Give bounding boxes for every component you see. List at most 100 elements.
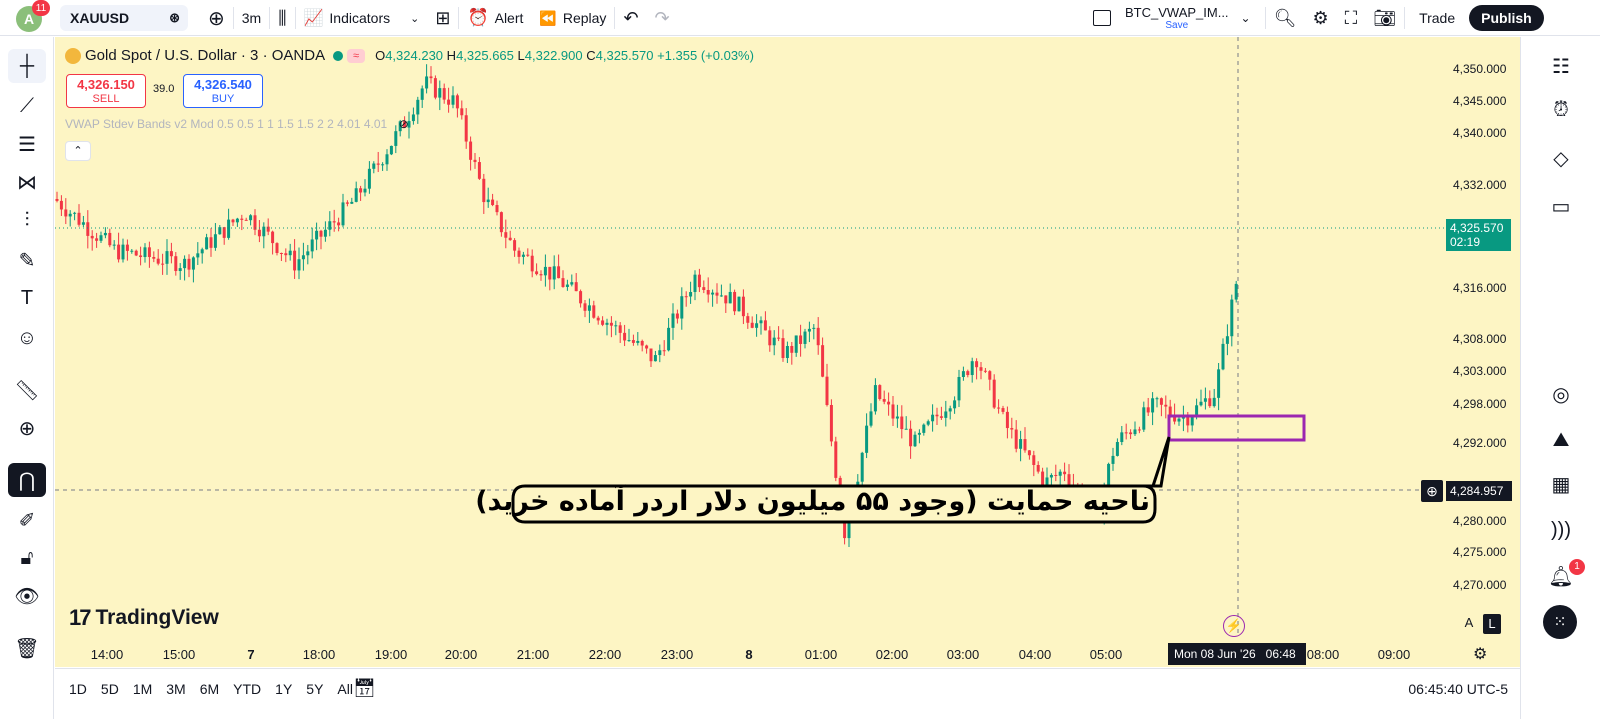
stay-drawing-tool[interactable]: ✐ — [8, 503, 46, 537]
icon-tool[interactable]: ☺ — [8, 321, 46, 355]
pattern-tool[interactable]: ⋈ — [8, 165, 46, 199]
list-icon: ☷ — [1552, 55, 1570, 78]
price-axis-label: 4,303.000 — [1453, 364, 1507, 378]
quick-search-button[interactable]: 🔍︎ — [1266, 0, 1305, 36]
notifications-badge: 1 — [1569, 559, 1585, 575]
trend-line-tool[interactable]: ⟋ — [8, 89, 46, 123]
trade-button[interactable]: Trade — [1419, 10, 1456, 26]
time-axis-settings-button[interactable]: ⚙ — [1473, 646, 1488, 663]
more-panels-button[interactable]: ⁙ — [1543, 605, 1577, 639]
range-button-ytd[interactable]: YTD — [233, 681, 262, 697]
goto-date-button[interactable]: 📅︎ — [353, 678, 376, 698]
candle-body — [222, 227, 226, 238]
add-symbol-button[interactable]: ⊕ — [200, 0, 233, 36]
range-button-1d[interactable]: 1D — [69, 681, 87, 697]
fullscreen-button[interactable]: ⛶ — [1337, 0, 1366, 36]
add-alert-button[interactable]: ⊕ — [1421, 480, 1443, 502]
current-price-label: 4,325.570 02:19 — [1446, 219, 1511, 251]
log-scale-button[interactable]: L — [1483, 614, 1501, 634]
auto-scale-button[interactable]: A — [1464, 615, 1474, 630]
candle-body — [262, 226, 266, 237]
publish-button[interactable]: Publish — [1469, 5, 1544, 31]
eye-hidden-icon[interactable]: ⊘ — [398, 117, 409, 131]
crosshair-tool[interactable]: ┼ — [8, 49, 46, 83]
candle-body — [807, 328, 811, 332]
candle-body — [253, 215, 257, 230]
chart-pane[interactable]: Gold Spot / U.S. Dollar · 3 · OANDA ≈ O4… — [55, 37, 1520, 667]
range-button-3m[interactable]: 3M — [166, 681, 186, 697]
lock-drawings-tool[interactable]: 🔓︎ — [8, 541, 46, 575]
candle-body — [768, 330, 772, 346]
candle-body — [1199, 401, 1203, 406]
remove-drawings-tool[interactable]: 🗑︎ — [8, 631, 46, 665]
snapshot-button[interactable]: 📷︎ — [1365, 0, 1404, 36]
time-axis[interactable]: 14:00 15:00 7 18:00 19:00 20:00 21:00 22:00 23:0… — [55, 637, 1445, 667]
candle-body — [125, 244, 129, 251]
collapse-legend-button[interactable]: ⌃ — [65, 141, 91, 161]
range-button-5y[interactable]: 5Y — [306, 681, 324, 697]
candle-body — [570, 282, 574, 285]
alert-button[interactable]: ⏰ Alert — [459, 0, 531, 36]
chevron-down-icon[interactable]: ⌄ — [410, 12, 420, 25]
lightning-icon[interactable]: ⚡ — [1223, 615, 1245, 637]
templates-button[interactable]: ⊞ — [427, 0, 458, 36]
logo-text: TradingView — [95, 606, 219, 629]
hide-drawings-tool[interactable]: 👁︎ — [8, 579, 46, 613]
zoom-tool[interactable]: ⊕ — [8, 411, 46, 445]
candle-body — [821, 345, 825, 377]
candle-body — [381, 164, 385, 166]
notifications-button[interactable]: 🔔︎ — [1543, 559, 1579, 593]
calendar-button[interactable]: ▦ — [1543, 467, 1579, 501]
candle-body — [134, 250, 138, 256]
candle-body — [152, 257, 156, 259]
candle-body — [997, 407, 1001, 409]
indicators-button[interactable]: 📈 Indicators ⌄ — [296, 0, 428, 36]
candle-body — [636, 340, 640, 343]
fib-tool[interactable]: ☰ — [8, 127, 46, 161]
price-axis[interactable]: 4,350.000 4,345.000 4,340.000 4,332.000 4,31… — [1445, 37, 1520, 637]
projection-tool[interactable]: ⫶ — [8, 203, 46, 237]
compare-icon[interactable]: ⊛ — [169, 10, 180, 25]
range-button-1m[interactable]: 1M — [132, 681, 153, 697]
symbol-search[interactable]: XAUUSD ⊛ — [60, 5, 188, 31]
measure-tool[interactable]: 📏︎ — [8, 373, 46, 407]
brush-tool[interactable]: ✎ — [8, 243, 46, 277]
candle-body — [420, 88, 424, 100]
object-tree-button[interactable]: ◇ — [1543, 141, 1579, 175]
sell-button[interactable]: 4,326.150 SELL — [66, 74, 146, 108]
screener-button[interactable]: ◎ — [1543, 377, 1579, 411]
magnet-tool[interactable]: ⋂ — [8, 463, 46, 497]
chart-type-button[interactable]: ⫼ — [270, 0, 294, 36]
candle-body — [847, 518, 851, 539]
range-button-all[interactable]: All — [337, 681, 353, 697]
indicator-legend[interactable]: VWAP Stdev Bands v2 Mod 0.5 0.5 1 1 1.5 … — [65, 117, 409, 131]
range-button-6m[interactable]: 6M — [199, 681, 220, 697]
layout-menu[interactable]: BTC_VWAP_IM... Save — [1119, 5, 1235, 31]
candle-body — [988, 371, 992, 380]
candle-body — [218, 227, 222, 235]
undo-button[interactable]: ↶ — [615, 0, 646, 36]
range-button-5d[interactable]: 5D — [100, 681, 119, 697]
chats-button[interactable]: ▭ — [1543, 189, 1579, 223]
interval-button[interactable]: 3m — [241, 10, 262, 26]
buy-button[interactable]: 4,326.540 BUY — [183, 74, 263, 108]
camera-icon: 📷︎ — [1373, 7, 1397, 28]
chevron-down-icon[interactable]: ⌄ — [1240, 11, 1251, 25]
layers-icon: ◇ — [1553, 147, 1569, 170]
range-button-1y[interactable]: 1Y — [275, 681, 293, 697]
alerts-panel-button[interactable]: ⏰︎ — [1543, 93, 1579, 127]
clock-timezone[interactable]: 06:45:40 UTC-5 — [1408, 681, 1508, 697]
annotation-text[interactable]: ناحیه حمایت (وجود ۵۵ میلیون دلار اردر آم… — [475, 486, 1150, 517]
buy-label: BUY — [211, 93, 235, 105]
chart-canvas[interactable] — [55, 37, 1520, 667]
text-tool[interactable]: T — [8, 281, 46, 315]
streams-button[interactable]: ))) — [1543, 513, 1579, 547]
save-label[interactable]: Save — [1165, 20, 1189, 31]
redo-button[interactable]: ↷ — [647, 0, 678, 36]
time-axis-label: 20:00 — [444, 647, 478, 662]
watchlist-button[interactable]: ☷ — [1543, 49, 1579, 83]
ideas-button[interactable]: ⛰︎ — [1543, 423, 1579, 457]
replay-button[interactable]: ⏪ Replay — [531, 0, 614, 36]
settings-button[interactable]: ⚙ — [1304, 0, 1336, 36]
layout-toggle[interactable] — [1085, 0, 1119, 36]
